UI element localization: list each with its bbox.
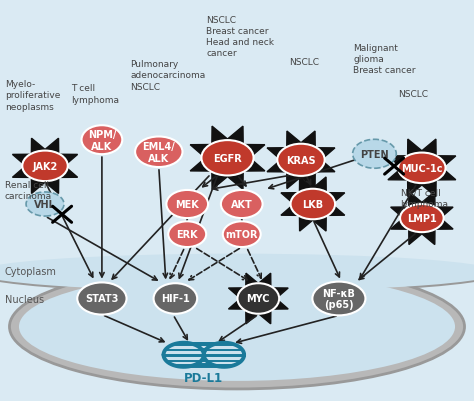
- Text: MUC-1c: MUC-1c: [401, 164, 443, 173]
- Text: Renal cell
carcinoma: Renal cell carcinoma: [5, 180, 52, 200]
- Text: JAK2: JAK2: [32, 162, 58, 171]
- Ellipse shape: [9, 265, 465, 389]
- Text: KRAS: KRAS: [286, 156, 316, 165]
- Ellipse shape: [22, 151, 68, 182]
- Text: Myelo-
proliferative
neoplasms: Myelo- proliferative neoplasms: [5, 80, 60, 111]
- Ellipse shape: [277, 144, 325, 176]
- Ellipse shape: [82, 126, 122, 155]
- Ellipse shape: [0, 253, 474, 292]
- Text: HIF-1: HIF-1: [161, 294, 190, 304]
- Ellipse shape: [223, 222, 261, 247]
- Ellipse shape: [291, 189, 335, 220]
- Text: STAT3: STAT3: [85, 294, 118, 304]
- Polygon shape: [388, 140, 456, 197]
- Text: Nucleus: Nucleus: [5, 295, 44, 305]
- Text: ERK: ERK: [176, 230, 198, 239]
- Polygon shape: [190, 127, 265, 190]
- Text: NPM/
ALK: NPM/ ALK: [88, 130, 116, 151]
- Text: MEK: MEK: [175, 200, 199, 209]
- Ellipse shape: [312, 282, 365, 316]
- Polygon shape: [267, 132, 335, 189]
- Text: Cytoplasm: Cytoplasm: [5, 267, 56, 277]
- Ellipse shape: [201, 141, 254, 176]
- Ellipse shape: [353, 140, 396, 169]
- Polygon shape: [391, 192, 453, 245]
- Ellipse shape: [0, 254, 474, 291]
- Ellipse shape: [166, 190, 208, 219]
- Text: EML4/
ALK: EML4/ ALK: [142, 142, 175, 163]
- Ellipse shape: [168, 222, 206, 247]
- Ellipse shape: [77, 283, 127, 315]
- Text: NSCLC
Breast cancer
Head and neck
cancer: NSCLC Breast cancer Head and neck cancer: [206, 16, 274, 58]
- Text: EGFR: EGFR: [213, 154, 242, 163]
- Text: AKT: AKT: [231, 200, 253, 209]
- Text: NK/T cell
lymphoma: NK/T cell lymphoma: [401, 188, 448, 209]
- Text: Pulmonary
adenocarcinoma
NSCLC: Pulmonary adenocarcinoma NSCLC: [130, 60, 206, 91]
- Ellipse shape: [237, 284, 279, 314]
- Ellipse shape: [26, 192, 64, 217]
- Ellipse shape: [154, 284, 197, 314]
- Ellipse shape: [221, 190, 263, 219]
- Polygon shape: [281, 178, 345, 231]
- Text: MYC: MYC: [246, 294, 270, 304]
- Ellipse shape: [398, 153, 446, 184]
- Text: LKB: LKB: [302, 200, 323, 209]
- Text: LMP1: LMP1: [407, 214, 437, 223]
- Polygon shape: [12, 139, 78, 194]
- Text: PTEN: PTEN: [360, 150, 389, 159]
- Text: VHL: VHL: [34, 200, 56, 209]
- Text: NSCLC: NSCLC: [398, 90, 428, 99]
- Text: Malignant
glioma
Breast cancer: Malignant glioma Breast cancer: [353, 44, 416, 75]
- Text: mTOR: mTOR: [226, 230, 258, 239]
- Text: NSCLC: NSCLC: [289, 58, 319, 67]
- Text: T cell
lymphoma: T cell lymphoma: [71, 84, 119, 104]
- Ellipse shape: [19, 273, 455, 381]
- Text: PD-L1: PD-L1: [184, 371, 223, 384]
- Text: NF-κB
(p65): NF-κB (p65): [322, 288, 356, 310]
- Ellipse shape: [135, 137, 182, 168]
- Ellipse shape: [0, 249, 474, 287]
- Polygon shape: [228, 273, 288, 324]
- Ellipse shape: [400, 205, 444, 233]
